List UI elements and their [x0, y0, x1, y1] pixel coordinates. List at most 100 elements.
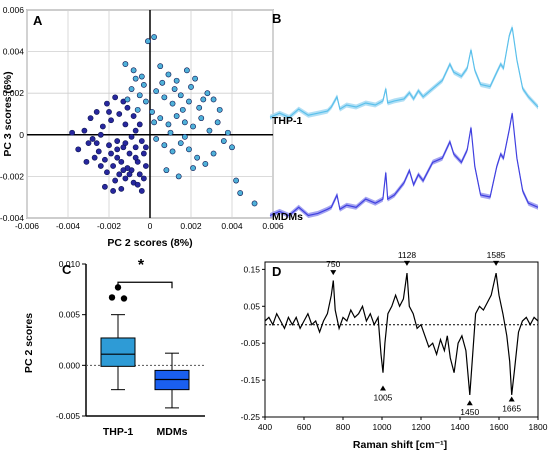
scatter-point	[157, 115, 164, 122]
scatter-point	[181, 133, 188, 140]
scatter-point	[134, 106, 141, 113]
scatter-point	[93, 140, 100, 147]
scatter-point	[99, 123, 106, 130]
scatter-point	[112, 177, 119, 184]
scatter-point	[194, 154, 201, 161]
scatter-point	[89, 136, 96, 142]
scatter-point	[161, 94, 168, 101]
scatter-y-ticks: -0.004 -0.002 0 0.002 0.004 0.006	[0, 5, 24, 223]
spectra-lines	[269, 24, 539, 218]
x-tick-label: -0.006	[15, 221, 39, 231]
spectrum-band	[270, 24, 538, 120]
scatter-point	[190, 165, 196, 171]
scatter-point	[75, 146, 82, 153]
scatter-point	[110, 163, 116, 169]
scatter-point	[116, 111, 123, 117]
scatter-point	[149, 109, 155, 115]
scatter-panel: -0.006 -0.004 -0.002 0 0.002 0.004 0.006 -0.00…	[0, 5, 284, 249]
scatter-points	[69, 34, 258, 207]
outlier-point	[108, 294, 116, 301]
scatter-point	[93, 109, 100, 115]
scatter-point	[177, 140, 184, 147]
difference-line	[264, 272, 539, 395]
scatter-x-label: PC 2 scores (8%)	[107, 237, 192, 249]
scatter-point	[85, 140, 92, 147]
scatter-point	[122, 175, 129, 182]
peak-marker	[330, 270, 337, 276]
scatter-point	[124, 104, 131, 111]
x-tick-label: -0.004	[56, 221, 80, 231]
scatter-point	[190, 123, 196, 130]
scatter-point	[237, 190, 244, 196]
scatter-point	[173, 113, 180, 119]
scatter-point	[128, 86, 135, 92]
panel-letter-a: A	[33, 13, 43, 28]
scatter-point	[138, 188, 145, 194]
scatter-point	[110, 188, 116, 194]
scatter-point	[106, 142, 112, 149]
x-tick-label: 0.002	[180, 221, 202, 231]
spectrum-line	[269, 27, 539, 118]
scatter-point	[122, 140, 129, 147]
scatter-point	[128, 133, 135, 140]
y-tick-label: 0.05	[243, 301, 260, 311]
x-tick-label: 0.006	[262, 221, 284, 231]
scatter-point	[214, 119, 221, 126]
scatter-point	[138, 138, 145, 144]
spectrum-label-mdms: MDMs	[272, 211, 303, 223]
scatter-point	[216, 106, 223, 113]
scatter-point	[114, 146, 121, 153]
scatter-point	[165, 71, 172, 78]
scatter-x-ticks: -0.006 -0.004 -0.002 0 0.002 0.004 0.006	[15, 221, 284, 231]
scatter-point	[126, 171, 133, 178]
scatter-point	[169, 148, 176, 155]
peak-marker	[508, 396, 515, 402]
scatter-point	[153, 136, 160, 142]
scatter-point	[251, 200, 258, 207]
scatter-point	[186, 146, 192, 153]
y-tick-label: 0.002	[3, 88, 25, 98]
scatter-point	[210, 150, 217, 157]
scatter-point	[104, 100, 110, 107]
scatter-point	[153, 88, 160, 95]
y-tick-label: 0	[19, 130, 24, 140]
y-tick-label: -0.002	[0, 171, 24, 181]
panel-letter-c: C	[62, 262, 72, 277]
scatter-point	[142, 144, 149, 151]
x-tick-label: -0.002	[97, 221, 121, 231]
scatter-point	[140, 175, 147, 182]
peak-label: 750	[326, 259, 340, 269]
panel-letter-d: D	[272, 264, 281, 279]
scatter-point	[132, 144, 139, 151]
scatter-point	[69, 129, 75, 136]
spectra-panel: B THP-1 MDMs	[269, 11, 539, 223]
boxplot-panel: C -0.005 0.000 0.005 0.010 THP-1 MDMs PC 2 s…	[23, 257, 205, 438]
scatter-point	[138, 73, 145, 80]
y-tick-label: 0.15	[243, 264, 260, 274]
scatter-grid	[26, 9, 274, 219]
scatter-point	[163, 167, 170, 174]
scatter-point	[145, 38, 151, 45]
scatter-point	[140, 81, 147, 88]
scatter-point	[167, 129, 174, 136]
scatter-point	[206, 127, 213, 134]
y-tick-label: -0.25	[241, 412, 261, 422]
scatter-point	[136, 121, 143, 128]
scatter-point	[151, 119, 157, 126]
scatter-point	[118, 185, 125, 192]
scatter-point	[177, 92, 184, 99]
boxplot-y-label: PC 2 scores	[23, 313, 35, 373]
scatter-point	[95, 148, 102, 155]
difference-frame	[264, 261, 539, 418]
x-tick-label: 0.004	[221, 221, 243, 231]
panel-letter-b: B	[272, 11, 281, 26]
y-tick-label: -0.15	[241, 375, 261, 385]
scatter-point	[188, 84, 194, 90]
peak-marker	[379, 385, 386, 391]
spectrum-line	[269, 113, 539, 217]
scatter-point	[132, 75, 139, 82]
peak-label: 1450	[460, 407, 479, 417]
scatter-point	[122, 121, 129, 128]
scatter-point	[200, 96, 207, 103]
